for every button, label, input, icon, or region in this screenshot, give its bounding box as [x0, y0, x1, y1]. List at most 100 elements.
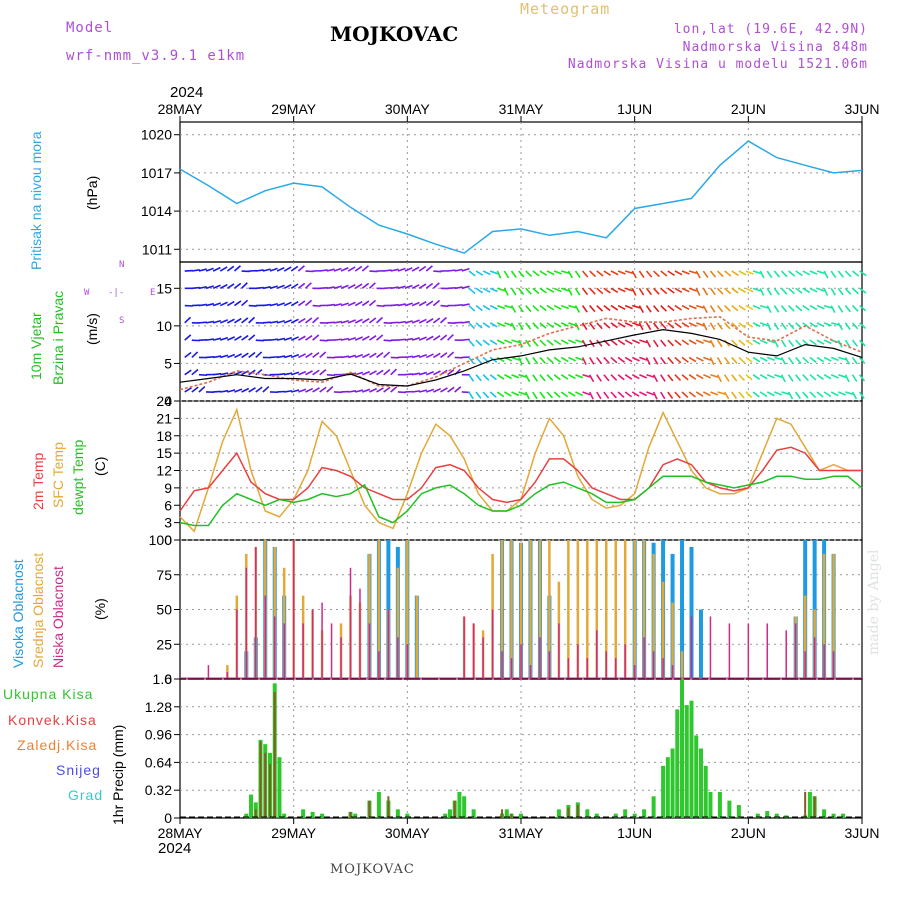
wind-barb	[418, 283, 427, 289]
wind-barb	[276, 302, 285, 307]
cloud-high-bar	[689, 546, 694, 679]
wind-barb	[475, 322, 483, 329]
wind-barb	[709, 287, 716, 296]
rain-total-bar	[807, 791, 812, 818]
wind-barb	[376, 316, 383, 324]
wind-barb	[234, 353, 242, 359]
wind-barb	[340, 302, 349, 307]
wind-barb	[511, 339, 520, 344]
wind-barb	[667, 339, 675, 347]
wind-barb	[752, 287, 761, 292]
wind-barb	[716, 305, 724, 313]
wind-barb	[347, 354, 357, 359]
wind-barb	[368, 282, 376, 289]
wind-barb	[262, 268, 271, 272]
wind-barb	[660, 305, 667, 312]
wind-barb	[291, 389, 300, 393]
wind-barb	[851, 356, 858, 365]
wind-barb	[319, 339, 328, 342]
wind-barb	[198, 321, 207, 324]
wind-barb	[660, 287, 668, 295]
wind-barb	[517, 357, 523, 365]
wind-barb	[816, 339, 825, 345]
wind-barb	[354, 318, 363, 324]
wind-barb	[567, 391, 576, 397]
wind-barb	[269, 302, 278, 307]
wind-barb	[432, 282, 440, 289]
wind-barb	[660, 270, 668, 277]
wind-barb	[731, 322, 739, 329]
wind-barb	[504, 391, 512, 397]
lonlat-label: lon,lat (19.6E, 42.9N)	[673, 22, 868, 37]
wind-barb	[546, 304, 555, 311]
wind-barb	[780, 270, 788, 278]
wind-barb	[291, 353, 300, 359]
wind-barb	[347, 284, 356, 290]
wind-barb	[652, 357, 659, 365]
wind-barb	[688, 339, 697, 345]
wind-barb	[475, 270, 484, 276]
wind-barb	[581, 287, 589, 296]
wind-barb	[354, 336, 363, 341]
wind-barb	[525, 391, 530, 400]
wind-barb	[639, 391, 647, 397]
wind-barb	[631, 373, 640, 380]
wind-barb	[688, 322, 697, 328]
wind-barb	[546, 287, 555, 293]
wind-barb	[859, 322, 866, 329]
rain-total-bar	[717, 791, 722, 818]
wind-barb	[489, 270, 498, 275]
wind-barb	[688, 270, 698, 275]
wind-barb	[482, 304, 491, 311]
rain-total-bar	[680, 679, 685, 818]
wind-barb	[532, 391, 538, 400]
cloud-mid-bar	[822, 553, 826, 679]
wind-barb	[276, 284, 285, 290]
cloud-mid-bar	[510, 540, 513, 679]
wind-barb	[773, 322, 780, 331]
wind-barb	[496, 270, 502, 279]
cloud-mid-bar	[529, 540, 532, 679]
wind-barb	[354, 301, 363, 307]
wind-barb	[695, 322, 705, 327]
rain-total-bar	[694, 735, 699, 818]
rain-conv-bar	[259, 741, 262, 818]
wind-barb	[433, 270, 442, 273]
wind-barb	[723, 374, 730, 382]
wind-barb	[234, 300, 242, 307]
wind-barb	[361, 300, 370, 307]
rain-total-bar	[632, 813, 637, 818]
rain-total-bar	[613, 813, 618, 818]
temp-unit: (C)	[92, 456, 108, 476]
wind-barb	[581, 339, 588, 348]
wind-barb	[632, 304, 641, 309]
wind-barb	[497, 304, 506, 310]
wind-barb	[205, 285, 214, 290]
cloud-low-bar	[406, 644, 409, 679]
wind-barb	[546, 339, 554, 346]
wind-barb	[560, 391, 569, 398]
y-tick-label-2: 15	[156, 445, 172, 461]
wind-barb	[496, 374, 505, 380]
wind-barb	[589, 305, 596, 313]
watermark: made by Angel	[866, 549, 882, 656]
wind-barb	[560, 339, 569, 345]
wind-barb	[809, 374, 817, 381]
wind-barb	[461, 285, 470, 290]
cloud-low-bar	[709, 616, 712, 679]
wind-barb	[780, 339, 787, 348]
wind-barb	[418, 318, 427, 324]
rain-total-bar	[395, 809, 400, 818]
cloud-mid-bar	[586, 540, 589, 679]
cloud-low-bar	[832, 651, 835, 679]
wind-barb	[688, 304, 697, 310]
wind-barb	[376, 352, 384, 359]
wind-barb	[248, 351, 256, 359]
y-tick-label-2: 21	[156, 410, 172, 426]
wind-barb	[226, 318, 235, 324]
wind-barb	[695, 356, 704, 362]
wind-barb	[553, 287, 562, 293]
wind-barb	[213, 390, 222, 393]
wind-barb	[297, 265, 305, 272]
wind-barb	[348, 390, 357, 393]
